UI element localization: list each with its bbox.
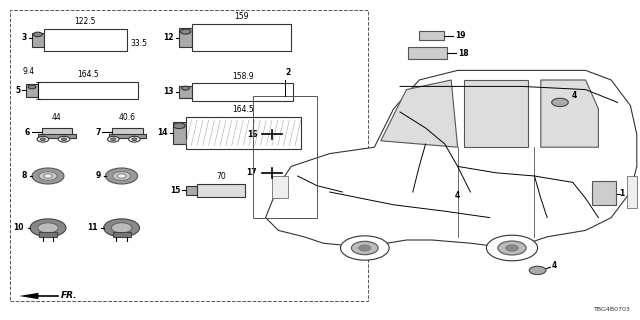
Bar	[419, 31, 444, 40]
Text: TBG4B0703: TBG4B0703	[593, 307, 630, 312]
Circle shape	[32, 168, 64, 184]
Bar	[173, 122, 186, 144]
Circle shape	[37, 136, 49, 142]
Bar	[44, 29, 127, 51]
Bar	[179, 86, 192, 98]
Circle shape	[358, 245, 371, 251]
Polygon shape	[266, 70, 637, 246]
Text: 164.5: 164.5	[232, 105, 254, 114]
Circle shape	[28, 85, 36, 89]
Circle shape	[38, 223, 58, 233]
Text: FR.: FR.	[61, 292, 77, 300]
Bar	[192, 83, 293, 101]
Circle shape	[132, 138, 137, 140]
Bar	[592, 181, 616, 205]
Text: 70: 70	[216, 172, 226, 181]
Circle shape	[117, 174, 126, 178]
Circle shape	[529, 266, 546, 275]
Bar	[10, 10, 368, 301]
Bar	[272, 176, 288, 198]
Text: 9.4: 9.4	[23, 68, 35, 76]
Bar	[112, 128, 143, 136]
Text: 2: 2	[285, 68, 291, 77]
Bar	[253, 96, 317, 218]
Text: 1: 1	[620, 189, 625, 198]
Text: 8: 8	[22, 172, 27, 180]
Polygon shape	[19, 293, 38, 299]
Text: 3: 3	[22, 33, 27, 42]
Text: 15: 15	[170, 186, 180, 195]
Circle shape	[106, 168, 138, 184]
Text: 6: 6	[25, 127, 30, 137]
Bar	[26, 84, 38, 97]
Text: 17: 17	[246, 168, 257, 177]
Circle shape	[113, 172, 131, 180]
Polygon shape	[381, 80, 458, 147]
Text: 7: 7	[95, 127, 100, 137]
Text: 4: 4	[455, 191, 460, 200]
Text: 4: 4	[572, 92, 577, 100]
Text: 33.5: 33.5	[130, 39, 147, 48]
Circle shape	[498, 241, 526, 255]
Bar	[408, 47, 447, 59]
Text: 18: 18	[458, 49, 469, 58]
Text: 164.5: 164.5	[77, 70, 99, 79]
Circle shape	[552, 98, 568, 107]
Circle shape	[486, 235, 538, 261]
Bar	[186, 117, 301, 149]
Text: 14: 14	[157, 128, 168, 137]
Circle shape	[40, 138, 45, 140]
Text: 4: 4	[552, 261, 557, 270]
Bar	[192, 24, 291, 51]
Circle shape	[351, 241, 378, 255]
Circle shape	[58, 136, 70, 142]
Text: 5: 5	[15, 86, 20, 95]
Bar	[197, 184, 245, 197]
Circle shape	[111, 223, 132, 233]
Circle shape	[180, 29, 191, 34]
Text: 12: 12	[164, 33, 174, 42]
Circle shape	[108, 136, 119, 142]
Text: 122.5: 122.5	[74, 17, 96, 26]
Circle shape	[104, 219, 140, 237]
Bar	[179, 28, 192, 47]
Text: 10: 10	[13, 223, 24, 232]
Bar	[38, 134, 76, 138]
Bar	[38, 82, 138, 99]
Circle shape	[506, 245, 518, 251]
Circle shape	[129, 136, 140, 142]
Text: 159: 159	[234, 12, 249, 21]
Text: 11: 11	[87, 223, 97, 232]
Polygon shape	[464, 80, 528, 147]
Polygon shape	[541, 80, 598, 147]
Text: 19: 19	[455, 31, 465, 40]
Text: 16: 16	[247, 130, 257, 139]
Circle shape	[44, 174, 52, 178]
Text: 9: 9	[95, 172, 100, 180]
Bar	[627, 176, 637, 208]
Circle shape	[173, 123, 185, 129]
Bar	[39, 232, 57, 237]
Circle shape	[39, 172, 57, 180]
Bar	[186, 186, 197, 195]
Bar	[113, 232, 131, 237]
Circle shape	[182, 86, 189, 90]
Text: 13: 13	[164, 87, 174, 97]
Text: 40.6: 40.6	[119, 113, 136, 122]
Text: 44: 44	[52, 113, 62, 122]
Text: 158.9: 158.9	[232, 72, 253, 81]
Bar	[109, 134, 146, 138]
Circle shape	[33, 32, 42, 37]
Circle shape	[30, 219, 66, 237]
Circle shape	[111, 138, 116, 140]
Bar	[42, 128, 72, 136]
Bar	[32, 33, 44, 47]
Circle shape	[340, 236, 389, 260]
Circle shape	[61, 138, 67, 140]
